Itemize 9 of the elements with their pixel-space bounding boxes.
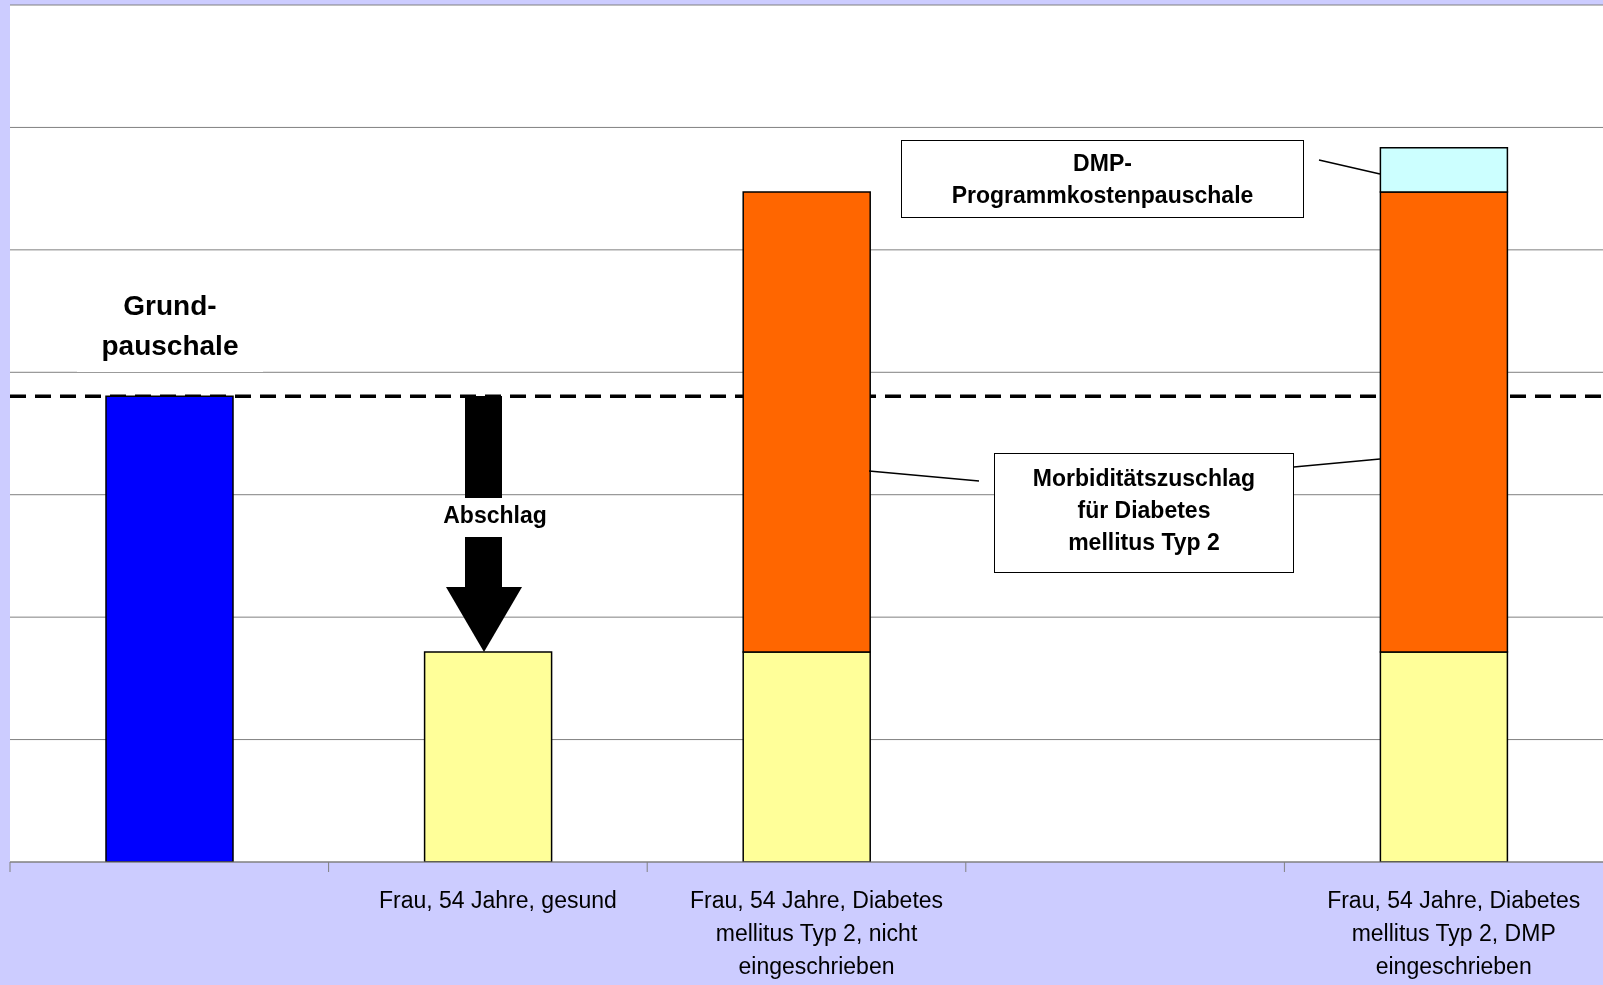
callout-box: DMP- Programmkostenpauschale [901,140,1304,218]
x-tick-label: Frau, 54 Jahre, gesund [378,887,617,913]
annotation: Abschlag [442,502,548,529]
callout-box: Morbiditätszuschlag für Diabetes mellitus Typ 2 [994,453,1294,573]
annotation: Grund- pauschale [100,289,240,363]
annotation: DMP- Programmkostenpauschale [950,149,1255,210]
x-tick-label: Frau, 54 Jahre, Diabetes mellitus Typ 2, nicht eingeschrieben [689,887,944,979]
annotation: Morbiditätszuschlag für Diabetes mellitus Typ 2 [1031,464,1257,557]
x-tick-label: Frau, 54 Jahre, Diabetes mellitus Typ 2, DMP eingeschrieben [1327,887,1581,979]
